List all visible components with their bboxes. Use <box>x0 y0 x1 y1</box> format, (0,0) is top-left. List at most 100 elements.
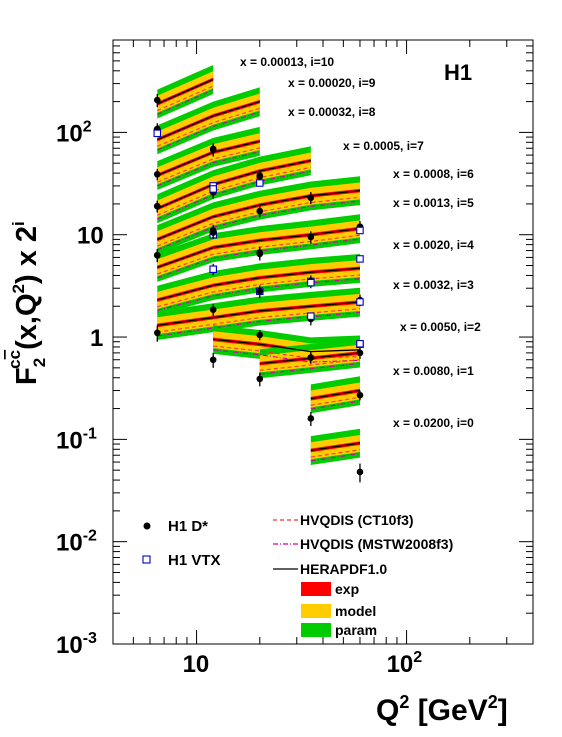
ct10-curve <box>213 345 360 359</box>
ylabel-tail: ) x 2 <box>11 226 43 284</box>
herapdf-curve <box>157 301 361 327</box>
dstar-point <box>209 306 217 314</box>
herapdf-curve <box>157 189 361 241</box>
legend-param-swatch <box>301 623 331 637</box>
dstar-point <box>256 250 264 258</box>
exp-band <box>157 139 260 178</box>
bin-labels: x = 0.00013, i=10 x = 0.00020, i=9 x = 0.0… <box>240 55 481 430</box>
legend-mstw-label: HVQDIS (MSTW2008f3) <box>300 536 453 552</box>
bin-label: x = 0.0008, i=6 <box>393 167 474 181</box>
dstar-point <box>209 356 217 364</box>
dstar-point <box>256 375 264 383</box>
dstar-point <box>356 349 364 357</box>
dstar-point <box>256 331 264 339</box>
vtx-point <box>356 226 364 235</box>
theory-curves <box>157 78 361 462</box>
herapdf-curve <box>157 227 361 268</box>
ct10-curve <box>157 107 260 147</box>
bin-label: x = 0.0005, i=7 <box>343 139 424 153</box>
mstw-curve <box>157 170 311 220</box>
vtx-point <box>209 185 217 193</box>
bin-label: x = 0.0032, i=3 <box>393 278 474 292</box>
ylabel-args: (x,Q <box>11 293 43 349</box>
mstw-curve <box>157 89 214 115</box>
xlabel-main: Q <box>376 694 399 727</box>
y-tick-label: 10-2 <box>56 528 97 557</box>
bin-label: x = 0.00020, i=9 <box>288 76 376 90</box>
y-tick-label: 10-3 <box>56 630 97 659</box>
dstar-point <box>153 96 161 104</box>
legend-param-label: param <box>335 622 377 638</box>
theory-bands <box>157 65 360 465</box>
dstar-point <box>307 354 315 361</box>
ct10-curve <box>157 308 361 333</box>
legend-model-swatch <box>301 604 331 618</box>
dstar-point <box>307 194 315 202</box>
tick-labels: 10 102 10-3 10-2 10-1 1 10 102 <box>56 118 422 678</box>
svg-text:Q2 [GeV2]: Q2 [GeV2] <box>376 692 508 727</box>
ct10-curve <box>259 359 361 371</box>
xlabel-close: ] <box>498 694 508 727</box>
model-band <box>157 293 360 335</box>
vtx-point <box>209 265 217 273</box>
herapdf-curve <box>157 267 361 301</box>
experiment-label: H1 <box>444 60 472 85</box>
herapdf-curve <box>310 389 361 400</box>
ylabel-f: F <box>11 367 43 385</box>
y-axis-ticks <box>113 39 533 645</box>
data-points <box>153 94 364 483</box>
ct10-curve <box>310 449 361 458</box>
dstar-point <box>356 391 364 399</box>
exp-band <box>157 99 260 142</box>
dstar-point <box>307 233 315 241</box>
legend-vtx-label: H1 VTX <box>168 552 221 569</box>
legend-ct10-label: HVQDIS (CT10f3) <box>300 512 414 528</box>
dstar-point <box>256 207 264 215</box>
x-axis-ticks <box>112 40 534 644</box>
bin-label: x = 0.00013, i=10 <box>240 55 334 69</box>
svg-text:F2cc(x,Q2) x 2i: F2cc(x,Q2) x 2i <box>5 221 49 385</box>
vtx-point <box>307 312 315 320</box>
vtx-point <box>356 255 364 263</box>
mstw-curve <box>259 362 361 375</box>
ct10-curve <box>157 166 311 216</box>
ylabel-supbar: c <box>5 350 24 359</box>
legend-model-label: model <box>335 603 376 619</box>
mstw-curve <box>157 111 260 151</box>
x-tick-label: 102 <box>387 649 423 678</box>
herapdf-curve <box>310 442 361 452</box>
vtx-point <box>256 179 264 187</box>
ylabel-args-sup: 2 <box>9 284 28 293</box>
herapdf-curve <box>157 78 214 105</box>
legend-dstar-marker <box>143 522 151 530</box>
dstar-point <box>256 173 264 180</box>
bin-label: x = 0.0200, i=0 <box>393 416 474 430</box>
dstar-point <box>356 468 364 476</box>
legend-exp-swatch <box>301 582 331 596</box>
dstar-point <box>209 145 217 153</box>
bin-label: x = 0.00032, i=8 <box>288 105 376 119</box>
y-axis-label: F2cc(x,Q2) x 2i <box>5 221 49 385</box>
vtx-point <box>153 129 162 138</box>
herapdf-curve <box>213 338 361 353</box>
ylabel-sub: 2 <box>30 358 49 367</box>
mstw-curve <box>157 238 361 279</box>
x-tick-label: 10 <box>183 651 210 678</box>
dstar-point <box>153 170 161 178</box>
legend: H1 D* H1 VTX HVQDIS (CT10f3) HVQDIS (MSTW20… <box>142 512 453 638</box>
bin-label: x = 0.0020, i=4 <box>393 238 474 252</box>
dstar-point <box>153 202 161 210</box>
dstar-point <box>153 251 161 259</box>
bin-label: x = 0.0050, i=2 <box>400 320 481 334</box>
xlabel-unit-sup: 2 <box>488 692 498 712</box>
ct10-curve <box>310 396 361 406</box>
y-tick-label: 10-1 <box>56 425 97 454</box>
mstw-curve <box>157 311 361 337</box>
mstw-curve <box>213 349 360 363</box>
xlabel-sup: 2 <box>399 692 409 712</box>
herapdf-curve <box>157 100 260 141</box>
legend-vtx-marker <box>142 555 151 564</box>
ylabel-tail-sup: i <box>9 221 28 226</box>
mstw-curve <box>157 200 361 251</box>
